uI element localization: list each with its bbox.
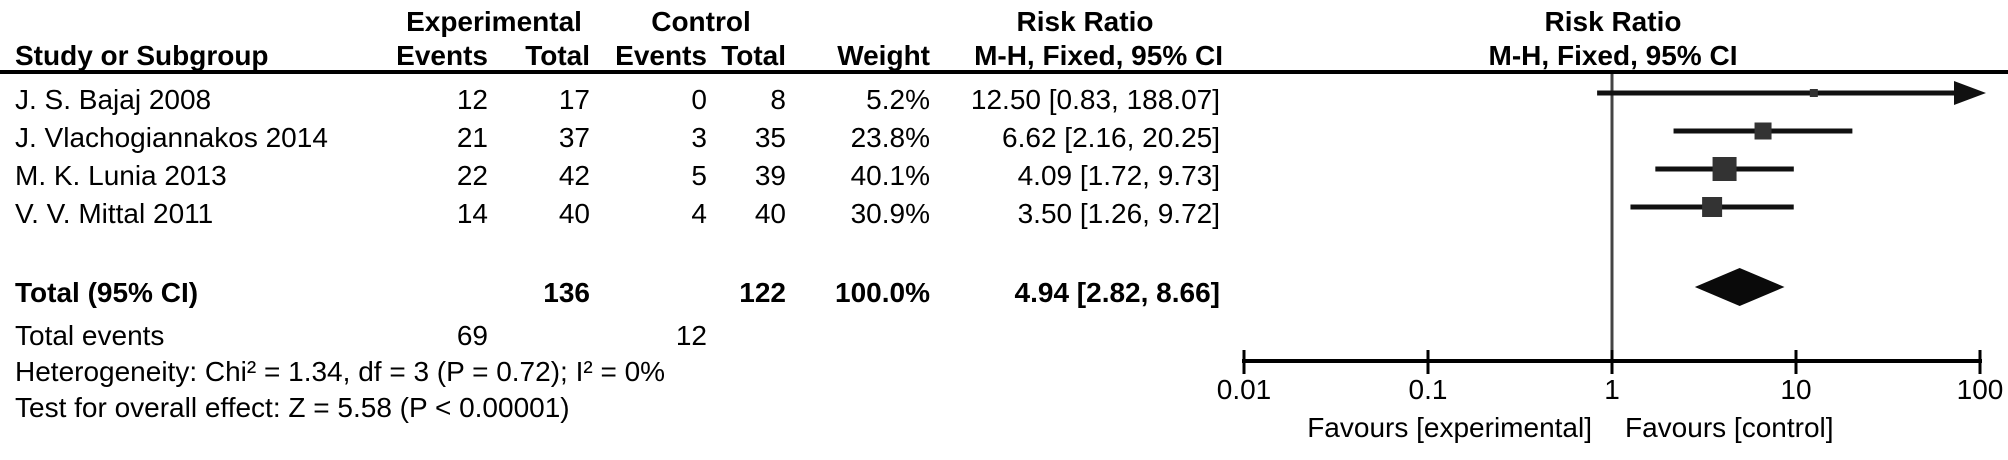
weight-value: 30.9% <box>850 198 930 229</box>
column-header-rr-ci-plot: M-H, Fixed, 95% CI <box>1488 40 1738 71</box>
ctrl-events-value: 4 <box>691 198 707 229</box>
total-exp-total: 136 <box>543 277 590 308</box>
header-divider-rule <box>0 70 2008 74</box>
weight-value: 23.8% <box>850 122 930 153</box>
ci-arrow-head <box>1954 81 1986 105</box>
total-rr-ci: 4.94 [2.82, 8.66] <box>1014 277 1220 308</box>
exp-total-value: 40 <box>558 198 590 229</box>
ctrl-events-value: 0 <box>691 84 707 115</box>
favours-control-label: Favours [control] <box>1625 412 1834 443</box>
axis-tick-label: 100 <box>1956 374 2004 405</box>
ctrl-total-value: 40 <box>754 198 786 229</box>
column-header-rr-ci-text: M-H, Fixed, 95% CI <box>974 40 1223 71</box>
total-ctrl-total: 122 <box>739 277 786 308</box>
axis-tick-label: 1 <box>1604 374 1620 405</box>
study-label: M. K. Lunia 2013 <box>15 160 227 191</box>
rr-ci-value: 4.09 [1.72, 9.73] <box>1017 160 1220 191</box>
rr-ci-value: 12.50 [0.83, 188.07] <box>970 84 1220 115</box>
weight-value: 40.1% <box>850 160 930 191</box>
axis-tick-label: 10 <box>1780 374 1812 405</box>
total-events-exp-value: 69 <box>456 320 488 351</box>
rr-ci-value: 6.62 [2.16, 20.25] <box>1002 122 1220 153</box>
total-events-ctrl-value: 12 <box>675 320 707 351</box>
total-weight: 100.0% <box>835 277 930 308</box>
column-header-ctrl-events: Events <box>615 40 707 71</box>
study-label: V. V. Mittal 2011 <box>15 198 214 229</box>
overall-effect-stats: Test for overall effect: Z = 5.58 (P < 0… <box>15 392 570 423</box>
column-header-exp-total: Total <box>525 40 590 71</box>
summary-diamond <box>1694 268 1785 306</box>
exp-total-value: 17 <box>558 84 590 115</box>
study-label: J. S. Bajaj 2008 <box>15 84 212 115</box>
column-group-control: Control <box>651 6 751 37</box>
favours-experimental-label: Favours [experimental] <box>1307 412 1592 443</box>
effect-marker-square <box>1809 89 1818 97</box>
ctrl-total-value: 39 <box>754 160 786 191</box>
column-header-exp-events: Events <box>396 40 488 71</box>
exp-total-value: 37 <box>558 122 590 153</box>
total-row-label: Total (95% CI) <box>15 277 199 308</box>
column-group-risk-ratio-plot: Risk Ratio <box>1544 6 1682 37</box>
exp-events-value: 12 <box>456 84 488 115</box>
column-header-weight: Weight <box>837 40 930 71</box>
column-group-experimental: Experimental <box>406 6 582 37</box>
column-header-ctrl-total: Total <box>721 40 786 71</box>
effect-marker-square <box>1754 122 1772 140</box>
exp-events-value: 14 <box>456 198 488 229</box>
exp-events-value: 21 <box>456 122 488 153</box>
exp-total-value: 42 <box>558 160 590 191</box>
rr-ci-value: 3.50 [1.26, 9.72] <box>1017 198 1220 229</box>
effect-marker-square <box>1712 157 1737 181</box>
ctrl-total-value: 8 <box>770 84 786 115</box>
axis-tick-label: 0.01 <box>1216 374 1272 405</box>
weight-value: 5.2% <box>866 84 930 115</box>
ctrl-events-value: 5 <box>691 160 707 191</box>
column-group-risk-ratio-text: Risk Ratio <box>1016 6 1154 37</box>
ctrl-events-value: 3 <box>691 122 707 153</box>
ctrl-total-value: 35 <box>754 122 786 153</box>
effect-marker-square <box>1702 197 1723 217</box>
axis-tick-label: 0.1 <box>1408 374 1448 405</box>
heterogeneity-stats: Heterogeneity: Chi² = 1.34, df = 3 (P = … <box>15 356 666 387</box>
exp-events-value: 22 <box>456 160 488 191</box>
study-label: J. Vlachogiannakos 2014 <box>15 122 328 153</box>
total-events-label: Total events <box>15 320 165 351</box>
column-header-study: Study or Subgroup <box>15 40 269 71</box>
